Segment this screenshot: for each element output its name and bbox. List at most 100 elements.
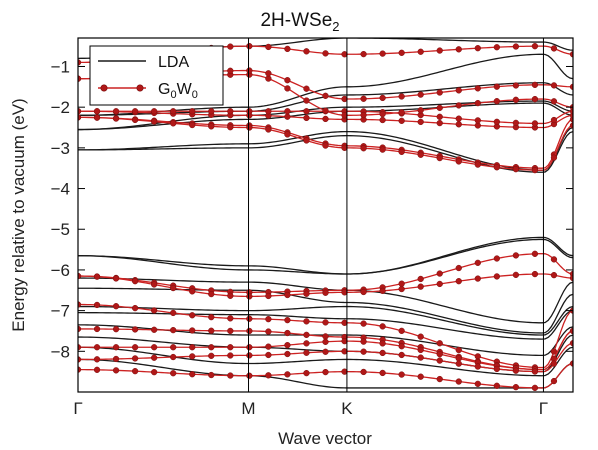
g0w0-point bbox=[78, 75, 82, 82]
g0w0-point bbox=[341, 144, 348, 151]
g0w0-point bbox=[474, 161, 481, 168]
g0w0-point bbox=[360, 338, 367, 345]
g0w0-point bbox=[189, 121, 196, 129]
g0w0-point bbox=[208, 123, 215, 130]
g0w0-point bbox=[417, 118, 424, 126]
g0w0-point bbox=[227, 124, 234, 131]
g0w0-point bbox=[265, 75, 272, 82]
legend: LDA G0W0 bbox=[89, 45, 224, 106]
g0w0-point bbox=[455, 360, 462, 367]
g0w0-point bbox=[379, 340, 386, 347]
y-tick-label: −4 bbox=[51, 180, 70, 199]
g0w0-point bbox=[455, 115, 462, 122]
g0w0-point bbox=[512, 166, 520, 173]
g0w0-point bbox=[265, 316, 272, 323]
g0w0-point bbox=[170, 108, 177, 115]
g0w0-point bbox=[398, 351, 405, 359]
g0w0-point bbox=[531, 43, 539, 50]
g0w0-point bbox=[227, 344, 234, 351]
g0w0-point bbox=[78, 301, 82, 308]
legend-gw-marker-right bbox=[136, 84, 144, 92]
legend-gw-w: W bbox=[177, 81, 193, 98]
g0w0-point bbox=[512, 367, 520, 374]
g0w0-point bbox=[455, 264, 462, 272]
lda-band-3 bbox=[78, 287, 573, 334]
g0w0-point bbox=[246, 352, 253, 359]
g0w0-point bbox=[455, 278, 462, 285]
legend-box bbox=[89, 45, 224, 106]
g0w0-point bbox=[436, 47, 443, 54]
g0w0-point bbox=[303, 114, 310, 122]
g0w0-point bbox=[322, 50, 329, 57]
g0w0-point bbox=[78, 325, 82, 333]
g0w0-point bbox=[227, 327, 234, 335]
g0w0-point bbox=[93, 114, 101, 121]
g0w0-point bbox=[474, 117, 481, 124]
g0w0-point bbox=[131, 278, 139, 285]
g0w0-point bbox=[398, 343, 405, 350]
g0w0-point bbox=[284, 77, 291, 84]
g0w0-point bbox=[379, 116, 386, 124]
y-tick-label: −2 bbox=[51, 98, 70, 117]
g0w0-point bbox=[227, 108, 234, 115]
lda-band-8 bbox=[78, 346, 573, 377]
g0w0-point bbox=[322, 319, 329, 326]
g0w0-point bbox=[93, 301, 101, 309]
g0w0-point bbox=[131, 355, 139, 362]
g0w0-point bbox=[398, 148, 405, 156]
g0w0-point bbox=[436, 340, 443, 347]
g0w0-point bbox=[550, 271, 558, 279]
y-tick-label: −5 bbox=[51, 220, 70, 239]
g0w0-point bbox=[455, 158, 462, 165]
g0w0-point bbox=[550, 45, 558, 52]
g0w0-point bbox=[112, 115, 120, 122]
g0w0-point bbox=[417, 151, 424, 158]
g0w0-point bbox=[265, 372, 272, 379]
g0w0-point bbox=[227, 67, 234, 74]
g0w0-point bbox=[246, 42, 253, 50]
g0w0-point bbox=[78, 108, 82, 115]
g0w0-point bbox=[303, 97, 310, 104]
g0w0-point bbox=[265, 108, 272, 115]
g0w0-point bbox=[417, 373, 424, 380]
legend-gw-marker-left bbox=[100, 84, 108, 92]
g0w0-point bbox=[531, 250, 539, 257]
g0w0-point bbox=[131, 344, 139, 351]
g0w0-point bbox=[360, 288, 367, 296]
g0w0-point bbox=[284, 45, 291, 53]
g0w0-point bbox=[360, 95, 367, 102]
g0w0-point bbox=[303, 318, 310, 325]
g0w0-point bbox=[417, 91, 424, 98]
g0w0-point bbox=[112, 326, 120, 333]
x-axis-label: Wave vector bbox=[278, 429, 372, 448]
g0w0-point bbox=[322, 338, 329, 345]
g0w0-point bbox=[436, 270, 443, 277]
y-tick-label: −3 bbox=[51, 139, 70, 158]
g0w0-point bbox=[322, 115, 329, 123]
g0w0-point bbox=[322, 333, 329, 340]
g0w0-point bbox=[93, 325, 101, 333]
g0w0-point bbox=[474, 363, 481, 370]
g0w0-point bbox=[151, 307, 158, 314]
g0w0-point bbox=[455, 378, 462, 385]
g0w0-point bbox=[93, 344, 101, 351]
g0w0-point bbox=[170, 370, 177, 377]
g0w0-point bbox=[170, 326, 177, 334]
g0w0-point bbox=[208, 108, 215, 115]
g0w0-point bbox=[246, 293, 253, 300]
g0w0-point bbox=[398, 93, 405, 100]
g0w0-point bbox=[360, 348, 367, 355]
g0w0-point bbox=[417, 48, 424, 55]
g0w0-point bbox=[512, 271, 520, 279]
g0w0-point bbox=[512, 252, 520, 259]
legend-gw-g: G bbox=[158, 81, 170, 98]
g0w0-point bbox=[170, 120, 177, 127]
g0w0-point bbox=[189, 312, 196, 319]
lda-band-5 bbox=[78, 309, 573, 340]
g0w0-point bbox=[417, 354, 424, 361]
g0w0-point bbox=[341, 112, 348, 119]
legend-gw-label: G0W0 bbox=[158, 81, 198, 101]
g0w0-point bbox=[151, 344, 158, 351]
lda-band-0 bbox=[78, 236, 573, 275]
